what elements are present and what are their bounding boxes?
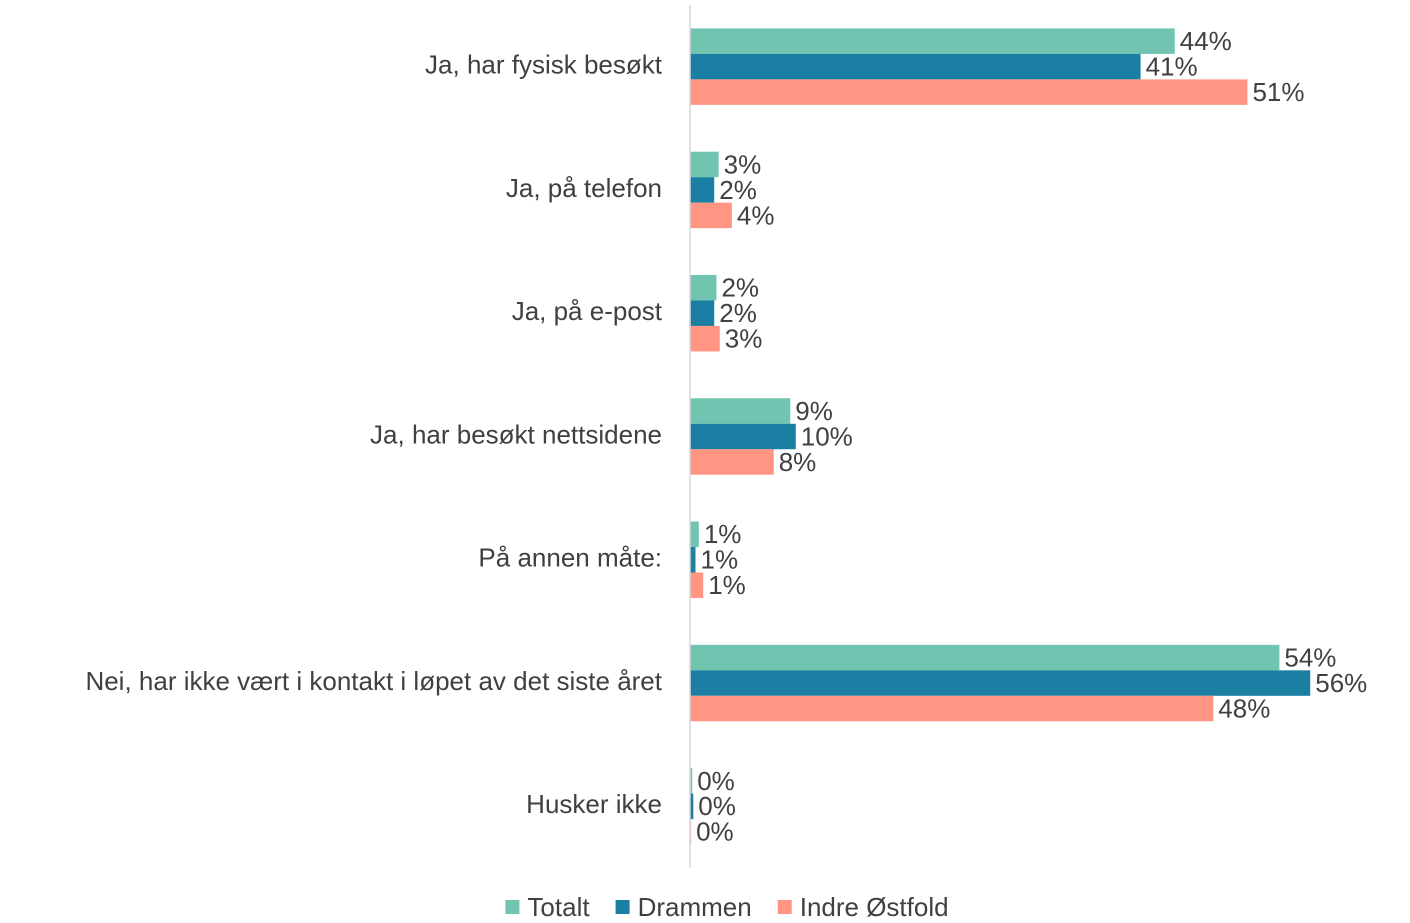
data-label: 0%	[696, 817, 734, 847]
data-label: 4%	[737, 200, 775, 230]
category-label: Husker ikke	[526, 789, 662, 819]
bar	[690, 449, 774, 475]
data-label: 2%	[719, 298, 757, 328]
data-label: 0%	[697, 766, 735, 796]
category-label: Ja, på telefon	[506, 173, 662, 203]
bar	[690, 521, 699, 548]
data-label: 1%	[708, 570, 746, 600]
data-label: 2%	[721, 273, 759, 303]
bar	[690, 53, 1141, 80]
data-label: 51%	[1252, 77, 1304, 107]
data-label: 3%	[725, 324, 763, 354]
data-label: 44%	[1180, 26, 1232, 56]
legend-swatch	[505, 900, 520, 914]
legend-swatch	[615, 900, 630, 914]
bar	[690, 202, 732, 229]
data-label: 41%	[1146, 52, 1198, 82]
data-label: 9%	[795, 396, 833, 426]
bar	[690, 768, 693, 794]
bar	[690, 28, 1175, 54]
data-label: 3%	[724, 149, 762, 179]
data-label: 48%	[1218, 693, 1270, 723]
legend-label: Totalt	[527, 892, 590, 922]
bar	[690, 644, 1280, 671]
bar	[690, 325, 720, 352]
data-label: 56%	[1315, 668, 1367, 698]
bar	[690, 274, 717, 301]
category-label: Ja, har fysisk besøkt	[425, 50, 663, 80]
data-label: 54%	[1284, 642, 1336, 672]
category-label: Nei, har ikke vært i kontakt i løpet av …	[85, 666, 662, 696]
bar	[690, 423, 796, 450]
legend-label: Indre Østfold	[800, 892, 949, 922]
bar	[690, 572, 704, 599]
category-label: Ja, har besøkt nettsidene	[370, 419, 662, 449]
bar	[690, 695, 1214, 722]
data-label: 1%	[704, 519, 742, 549]
legend-swatch	[777, 900, 792, 914]
bar	[690, 177, 715, 203]
data-label: 1%	[701, 545, 739, 575]
data-label: 0%	[698, 791, 736, 821]
category-label: På annen måte:	[478, 543, 662, 573]
bar	[690, 79, 1248, 105]
category-label: Ja, på e-post	[512, 296, 663, 326]
data-label: 2%	[719, 175, 757, 205]
bar	[690, 398, 791, 424]
bar	[690, 151, 719, 178]
bar	[690, 547, 696, 573]
bar	[690, 670, 1311, 696]
legend-label: Drammen	[638, 892, 752, 922]
bar	[690, 300, 715, 326]
data-label: 10%	[801, 421, 853, 451]
bar	[690, 793, 694, 820]
data-label: 8%	[779, 447, 817, 477]
